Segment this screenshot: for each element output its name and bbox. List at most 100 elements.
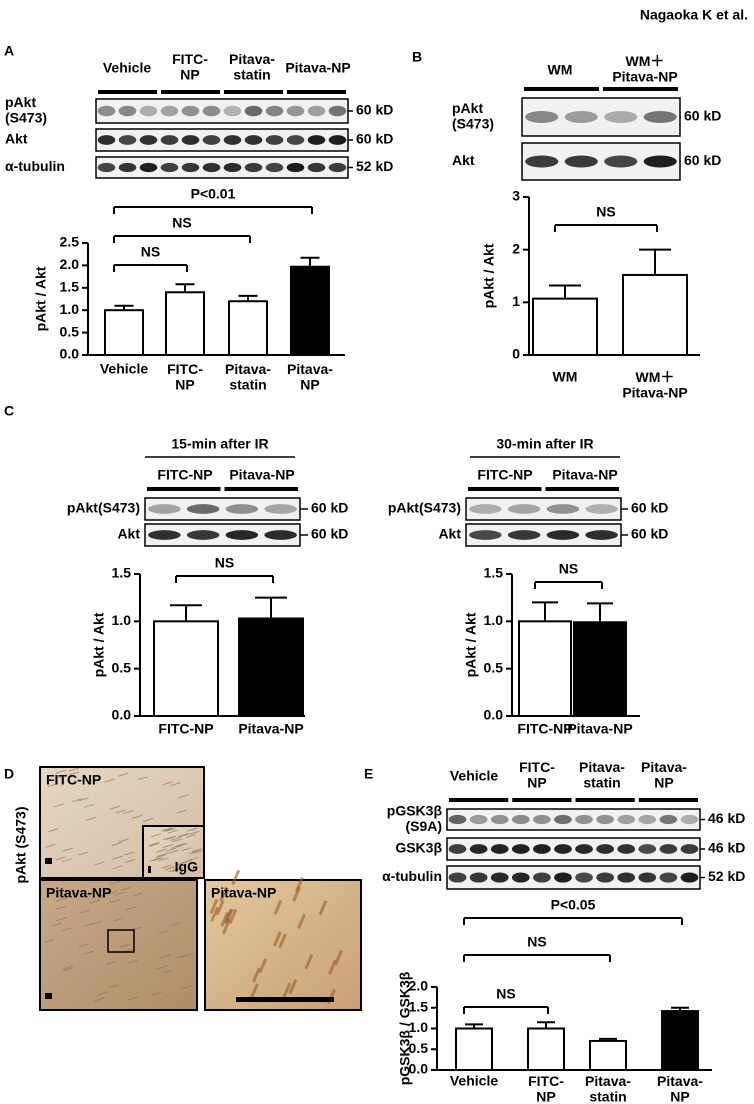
tissue-fiber [84, 803, 95, 808]
blot-band [575, 814, 593, 825]
tissue-fiber [181, 985, 192, 990]
blot-band [139, 162, 158, 173]
molecular-weight: 52 kD [356, 158, 393, 174]
tissue-fiber [282, 982, 292, 998]
y-axis-label: pAkt / Akt [33, 266, 49, 331]
blot-band [448, 844, 467, 854]
y-tick-label: 2.5 [60, 234, 80, 250]
tissue-fiber [45, 843, 56, 848]
blot-band [328, 135, 347, 145]
tissue-fiber [219, 886, 228, 902]
blot-band [511, 872, 530, 883]
y-tick-label: 0.0 [112, 707, 132, 723]
blot-band [225, 530, 259, 540]
blot-band [490, 872, 509, 883]
tissue-fiber [181, 847, 192, 852]
significance-label: P<0.01 [191, 186, 236, 202]
blot-band [202, 162, 221, 173]
significance-label: NS [596, 204, 615, 220]
blot-band [546, 504, 580, 514]
y-tick-label: 1.5 [60, 279, 80, 295]
bar [228, 300, 268, 356]
tissue-fiber [111, 842, 122, 847]
blot-band [596, 814, 614, 825]
blot-band [448, 814, 467, 825]
blot-band [225, 504, 259, 514]
tissue-fiber [56, 897, 67, 902]
blot-band [525, 111, 559, 123]
tissue-fiber [148, 842, 159, 847]
tissue-fiber [189, 830, 200, 835]
tissue-fiber [170, 921, 182, 926]
blot-band [328, 162, 347, 173]
x-tick-label: Vehicle [100, 361, 148, 377]
x-tick-label: FITC-NP [158, 721, 213, 737]
blot-band [490, 844, 509, 854]
tissue-fiber [143, 817, 154, 822]
bar [104, 309, 144, 357]
blot-row-label: Akt [452, 152, 475, 168]
tissue-fiber [231, 869, 241, 885]
tissue-fiber [172, 868, 183, 873]
tissue-fiber [157, 852, 168, 857]
blot-band [264, 504, 297, 514]
tissue-fiber [188, 850, 200, 855]
y-tick-label: 1 [512, 293, 520, 309]
tissue-fiber [292, 886, 301, 902]
lane-group-label: Pitava-NP [552, 467, 617, 483]
blot-band [148, 504, 181, 514]
tissue-fiber [78, 943, 89, 948]
tissue-fiber [150, 833, 162, 838]
panel-letter: C [4, 403, 14, 419]
molecular-weight: 60 kD [356, 102, 393, 118]
lane-group-label: FITC-NP [477, 467, 532, 483]
tissue-fiber [61, 927, 72, 932]
tissue-fiber [85, 816, 97, 821]
tissue-fiber [104, 778, 115, 783]
blot-band [546, 530, 580, 540]
tissue-fiber [328, 959, 337, 975]
tissue-fiber [97, 991, 109, 996]
y-tick-label: 0 [512, 346, 520, 362]
tissue-fiber [272, 931, 282, 947]
tissue-fiber [178, 794, 189, 799]
blot-band [223, 105, 242, 117]
tissue-fiber [119, 943, 130, 948]
blot-band [585, 504, 618, 514]
blot-band [244, 105, 263, 117]
blot-band [575, 872, 593, 883]
y-tick-label: 1.5 [484, 565, 504, 581]
tissue-fiber [151, 991, 162, 996]
tissue-fiber [222, 918, 231, 935]
tissue-fiber [63, 967, 74, 972]
y-axis-label: pAkt / Akt [481, 243, 497, 308]
tissue-fiber [89, 899, 101, 904]
tissue-fiber [43, 938, 55, 943]
tissue-fiber [53, 803, 64, 808]
scale-bar [45, 993, 52, 999]
tissue-fiber [278, 933, 287, 949]
blot-band [186, 504, 220, 514]
tissue-fiber [47, 783, 58, 788]
blot-band [554, 872, 572, 883]
blot-band [181, 135, 200, 145]
micrograph-axis-label: pAkt (S473) [13, 806, 29, 883]
blot-band [680, 814, 699, 825]
tissue-fiber [169, 837, 180, 842]
blot-band [585, 530, 618, 540]
tissue-fiber [334, 950, 343, 966]
blot-row-label: pAkt(S473) [388, 500, 461, 516]
tissue-fiber [127, 959, 139, 964]
blot-band [202, 105, 221, 117]
blot-band [469, 504, 502, 514]
micrograph-label: Pitava-NP [211, 885, 276, 901]
tissue-fiber [167, 829, 178, 834]
blot-band [617, 872, 636, 883]
blot-band [507, 504, 541, 514]
blot-band [307, 135, 326, 145]
lane-group-label: FITC-NP [157, 467, 212, 483]
significance-label: NS [172, 215, 191, 231]
x-tick-label: Pitava-NP [287, 361, 333, 392]
lane-group-label: WM [548, 62, 573, 78]
